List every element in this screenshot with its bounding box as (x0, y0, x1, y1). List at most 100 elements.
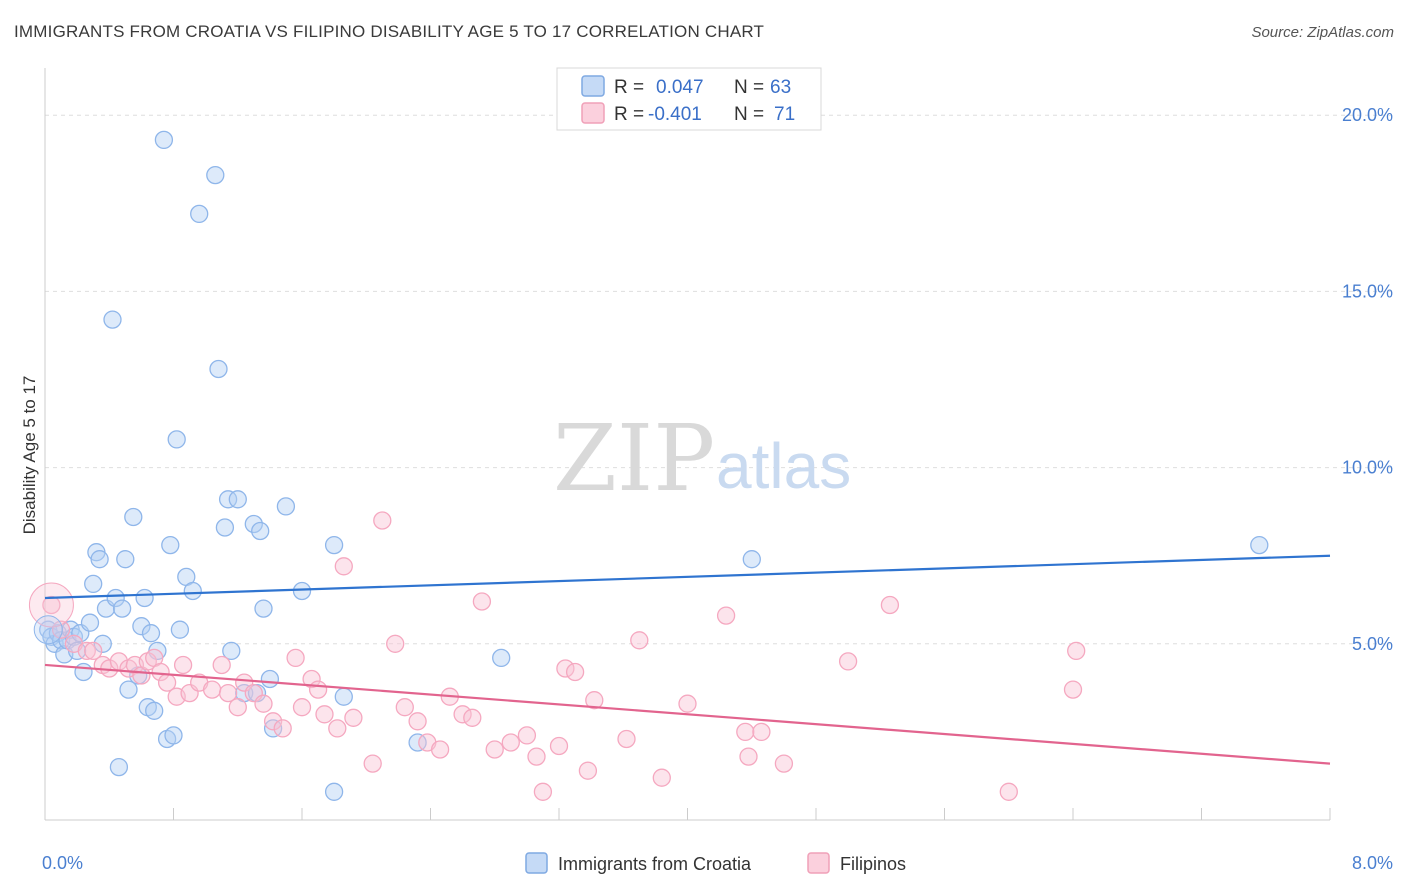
filipinos-point-34 (334, 557, 353, 576)
filipinos-point-20 (212, 655, 231, 675)
bottom-legend-label-croatia: Immigrants from Croatia (558, 854, 752, 874)
filipinos-point-large (28, 582, 74, 628)
y-tick-label-0: 5.0% (1352, 634, 1393, 654)
croatia-point-40 (190, 204, 209, 224)
filipinos-point-22 (228, 698, 247, 717)
croatia-point-62 (1250, 535, 1269, 555)
filipinos-point-35 (344, 708, 363, 727)
filipinos-point-58 (630, 631, 649, 650)
filipinos-point-68 (999, 782, 1018, 801)
croatia-point-16 (93, 634, 112, 653)
croatia-point-48 (244, 514, 263, 534)
croatia-point-30 (145, 701, 164, 720)
legend-n-label-filipinos: N = (734, 104, 764, 125)
legend-n-value-filipinos: 71 (774, 104, 795, 125)
source-credit: Source: ZipAtlas.com (1251, 24, 1394, 41)
filipinos-point-30 (302, 669, 321, 689)
filipinos-point-38 (386, 634, 405, 653)
grid-lines (45, 114, 1392, 645)
watermark-atlas: atlas (716, 430, 851, 502)
data-points (28, 130, 1269, 801)
filipinos-point-44 (453, 705, 472, 724)
croatia-point-20 (109, 757, 129, 777)
croatia-point-61 (742, 550, 761, 569)
croatia-point-42 (209, 359, 228, 379)
croatia-point-54 (276, 497, 296, 516)
filipinos-point-57 (617, 729, 636, 749)
croatia-point-41 (206, 165, 225, 185)
filipinos-point-33 (328, 719, 347, 738)
croatia-point-26 (132, 617, 151, 636)
croatia-point-51 (254, 599, 273, 618)
croatia-point-44 (218, 490, 238, 509)
legend-n-value-croatia: 63 (770, 77, 791, 98)
x-axis-ticks (173, 808, 1331, 820)
croatia-point-24 (124, 507, 143, 527)
filipinos-point-16 (173, 655, 193, 675)
filipinos-point-36 (363, 754, 382, 773)
filipinos-point-51 (533, 782, 553, 801)
croatia-point-35 (164, 726, 183, 745)
croatia-point-36 (167, 430, 186, 449)
filipinos-trend-line (44, 663, 1331, 765)
bottom-legend-swatch-croatia (525, 852, 548, 874)
filipinos-point-66 (838, 652, 858, 671)
filipinos-point-53 (556, 659, 575, 678)
filipinos-point-42 (430, 740, 450, 759)
filipinos-point-70 (1067, 641, 1086, 661)
legend-swatch-croatia (581, 75, 605, 97)
croatia-point-13 (84, 574, 103, 594)
croatia-point-34 (161, 535, 180, 555)
filipinos-point-29 (292, 698, 312, 717)
filipinos-point-67 (880, 595, 900, 615)
croatia-point-29 (141, 624, 161, 643)
croatia-point-60 (492, 648, 511, 668)
bottom-legend-swatch-filipinos (807, 852, 830, 874)
x-axis-tick-labels: 0.0% 8.0% (42, 853, 1393, 873)
croatia-point-37 (170, 620, 190, 639)
filipinos-point-60 (678, 694, 697, 713)
croatia-point-45 (222, 641, 241, 661)
filipinos-point-39 (395, 698, 414, 717)
croatia-point-55 (292, 581, 312, 601)
filipinos-point-48 (501, 733, 520, 752)
croatia-point-21 (112, 599, 132, 618)
filipinos-point-4 (84, 641, 103, 661)
legend-r-label-filipinos: R = (614, 104, 644, 125)
legend-r-value-croatia: 0.047 (656, 77, 704, 98)
croatia-point-56 (324, 535, 344, 555)
filipinos-point-46 (472, 592, 492, 611)
filipinos-point-45 (463, 708, 482, 727)
chart-title: IMMIGRANTS FROM CROATIA VS FILIPINO DISA… (14, 22, 765, 41)
filipinos-point-19 (202, 680, 222, 699)
filipinos-point-37 (373, 511, 392, 530)
watermark: ZIP atlas (553, 405, 851, 512)
legend-n-label-croatia: N = (734, 77, 764, 98)
filipinos-point-27 (273, 719, 292, 738)
croatia-point-22 (116, 550, 135, 569)
correlation-legend: R = 0.047 N = 63 R = -0.401 N = 71 (556, 67, 822, 131)
filipinos-point-28 (286, 648, 305, 668)
x-tick-label-0: 0.0% (42, 853, 83, 873)
croatia-point-50 (251, 521, 270, 541)
filipinos-point-21 (218, 683, 238, 703)
croatia-point-53 (263, 719, 283, 738)
filipinos-point-65 (774, 754, 794, 773)
filipinos-point-61 (716, 606, 736, 625)
legend-r-value-filipinos: -0.401 (648, 104, 702, 125)
filipinos-point-32 (315, 705, 334, 724)
croatia-point-58 (324, 782, 344, 801)
filipinos-point-56 (585, 691, 604, 710)
filipinos-point-54 (565, 662, 585, 682)
croatia-point-52 (260, 669, 280, 689)
bottom-legend-label-filipinos: Filipinos (840, 854, 906, 874)
filipinos-point-49 (517, 726, 537, 745)
filipinos-point-47 (485, 740, 504, 759)
filipinos-point-31 (308, 680, 328, 699)
trend-lines (44, 554, 1331, 765)
series-legend: Immigrants from Croatia Filipinos (525, 852, 906, 874)
filipinos-point-52 (549, 736, 569, 756)
croatia-point-11 (74, 662, 93, 682)
watermark-zip: ZIP (553, 405, 715, 512)
